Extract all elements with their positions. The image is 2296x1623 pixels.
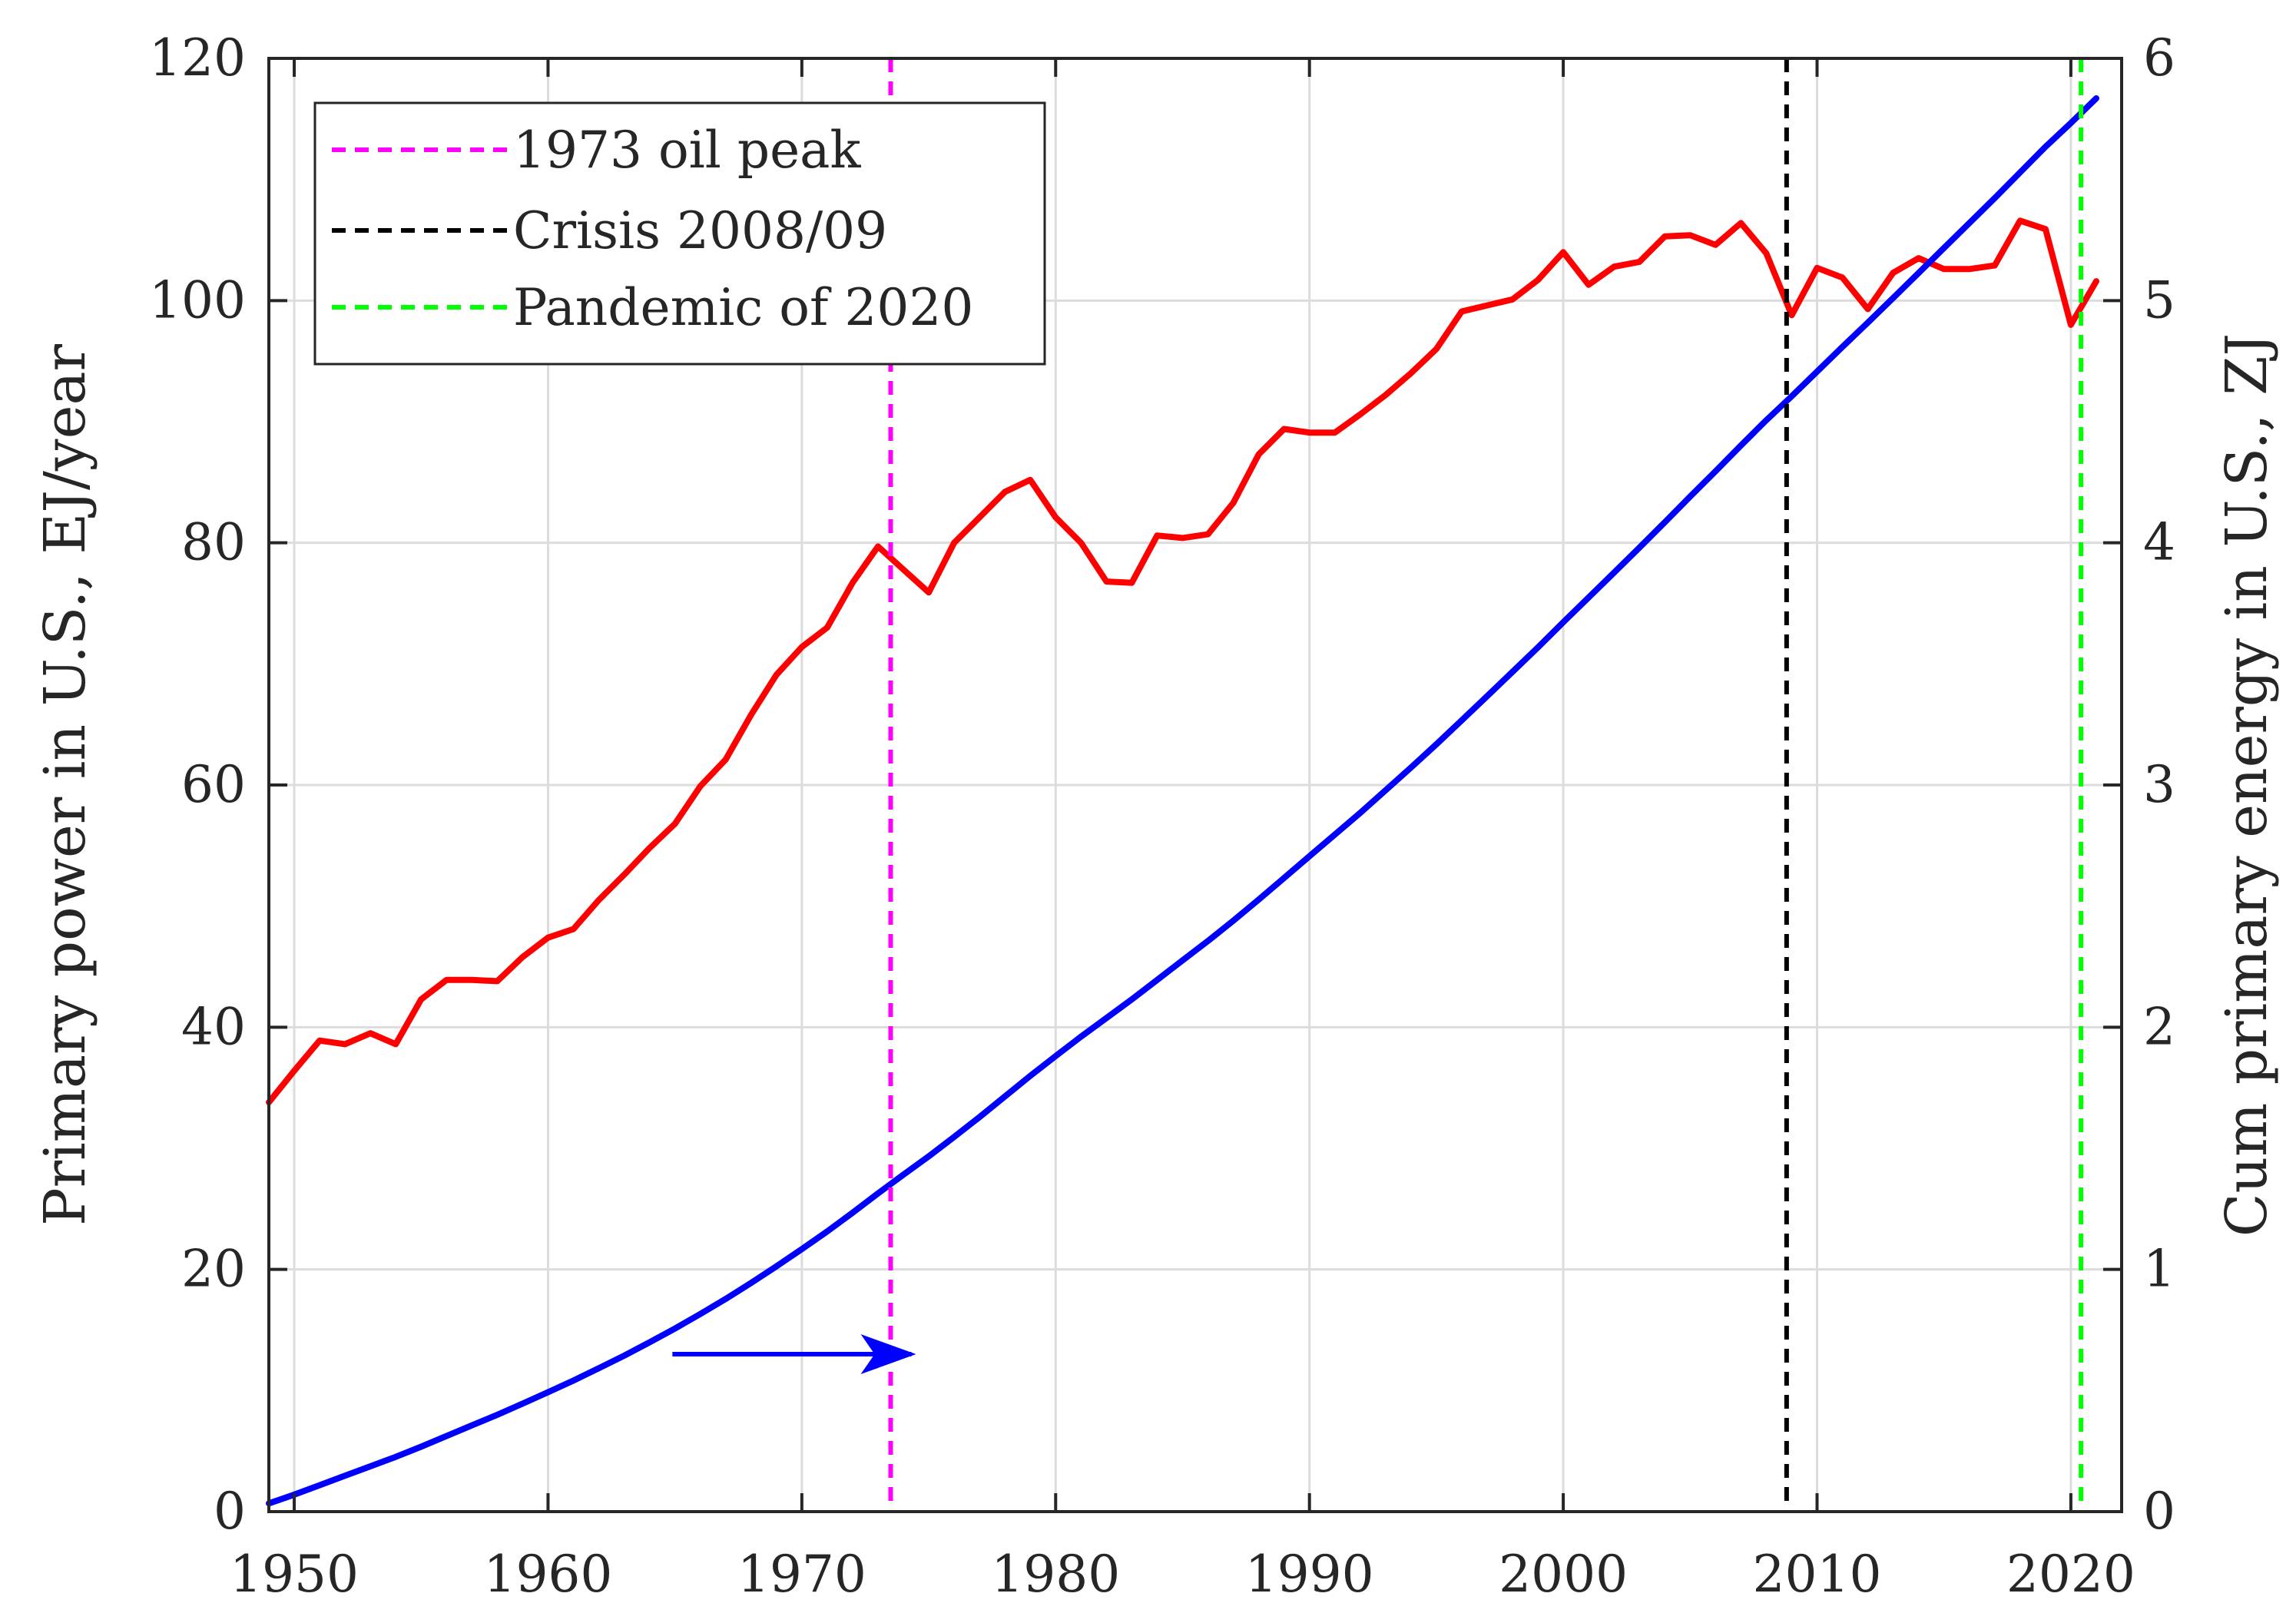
y-tick-label-right: 6 <box>2143 28 2175 88</box>
legend: 1973 oil peak Crisis 2008/09 Pandemic of… <box>313 101 1046 366</box>
ticks <box>269 57 2122 1513</box>
y-tick-label-left: 40 <box>181 997 246 1056</box>
legend-label-crisis: Crisis 2008/09 <box>513 201 887 260</box>
y-tick-label-right: 0 <box>2143 1482 2175 1541</box>
x-tick-label: 1990 <box>1245 1545 1374 1604</box>
y-tick-label-right: 4 <box>2143 513 2175 572</box>
x-tick-label: 2020 <box>2006 1545 2135 1604</box>
legend-label-oil-peak: 1973 oil peak <box>513 121 862 180</box>
annotation-arrow-head <box>860 1334 916 1375</box>
y-tick-label-left: 60 <box>181 755 246 814</box>
y-axis-label-left: Primary power in U.S., EJ/year <box>32 343 98 1226</box>
y-tick-label-left: 100 <box>149 270 246 330</box>
legend-box <box>313 101 1046 366</box>
x-tick-label: 1950 <box>230 1545 359 1604</box>
series-line-primary-power <box>266 217 2099 1106</box>
y-tick-label-right: 3 <box>2143 755 2175 814</box>
y-tick-label-left: 120 <box>149 28 246 88</box>
y-tick-label-left: 0 <box>214 1482 246 1541</box>
x-tick-label: 2010 <box>1753 1545 1882 1604</box>
y-tick-label-left: 80 <box>181 513 246 572</box>
y-tick-label-left: 20 <box>181 1240 246 1299</box>
series-line-cumulative-energy <box>266 95 2099 1507</box>
tick-labels: 1950 1960 1970 1980 1990 2000 2010 202002040608… <box>149 28 2175 1604</box>
y-tick-label-right: 5 <box>2143 270 2175 330</box>
y-tick-label-right: 2 <box>2143 997 2175 1056</box>
x-tick-label: 1980 <box>991 1545 1120 1604</box>
legend-label-pandemic: Pandemic of 2020 <box>513 278 973 337</box>
y-axis-label-right: Cum primary energy in U.S., ZJ <box>2214 333 2280 1237</box>
x-tick-label: 1970 <box>737 1545 866 1604</box>
x-tick-label: 1960 <box>483 1545 612 1604</box>
y-tick-label-right: 1 <box>2143 1240 2175 1299</box>
x-tick-label: 2000 <box>1499 1545 1628 1604</box>
